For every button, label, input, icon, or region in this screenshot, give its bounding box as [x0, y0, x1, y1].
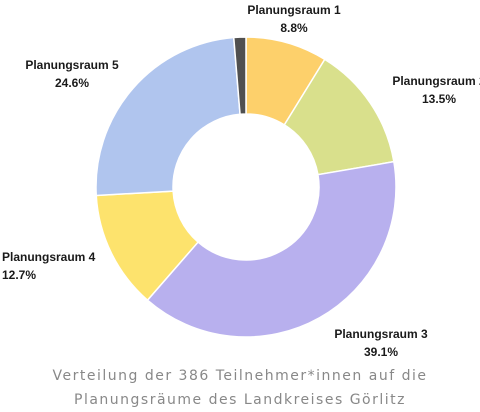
- label-planungsraum-5-percent: 24.6%: [54, 76, 90, 90]
- label-planungsraum-3-percent: 39.1%: [363, 345, 399, 359]
- label-planungsraum-1-name: Planungsraum 1: [247, 3, 341, 17]
- label-planungsraum-2-percent: 13.5%: [421, 92, 457, 106]
- label-planungsraum-4-percent: 12.7%: [2, 268, 37, 282]
- donut-chart: [95, 36, 397, 338]
- label-planungsraum-4-name: Planungsraum 4: [2, 250, 96, 264]
- chart-caption-line-1: Verteilung der 386 Teilnehmer*innen auf …: [52, 368, 428, 384]
- label-planungsraum-5: Planungsraum 5 24.6%: [22, 56, 122, 92]
- chart-caption: Verteilung der 386 Teilnehmer*innen auf …: [0, 364, 480, 412]
- donut-slices: [95, 36, 397, 338]
- label-planungsraum-1: Planungsraum 1 8.8%: [244, 1, 344, 37]
- label-planungsraum-3-name: Planungsraum 3: [334, 327, 428, 341]
- label-planungsraum-2: Planungsraum 2 13.5%: [386, 72, 480, 108]
- label-planungsraum-1-percent: 8.8%: [280, 21, 308, 35]
- label-planungsraum-2-name: Planungsraum 2: [392, 74, 480, 88]
- label-planungsraum-4: Planungsraum 4 12.7%: [2, 248, 102, 284]
- label-planungsraum-5-name: Planungsraum 5: [25, 58, 119, 72]
- slice-other: [232, 36, 247, 116]
- slice-planungsraum-3: [146, 160, 397, 338]
- chart-caption-line-2: Planungsräume des Landkreises Görlitz: [74, 392, 406, 408]
- label-planungsraum-3: Planungsraum 3 39.1%: [328, 325, 434, 361]
- slice-planungsraum-5: [95, 36, 241, 197]
